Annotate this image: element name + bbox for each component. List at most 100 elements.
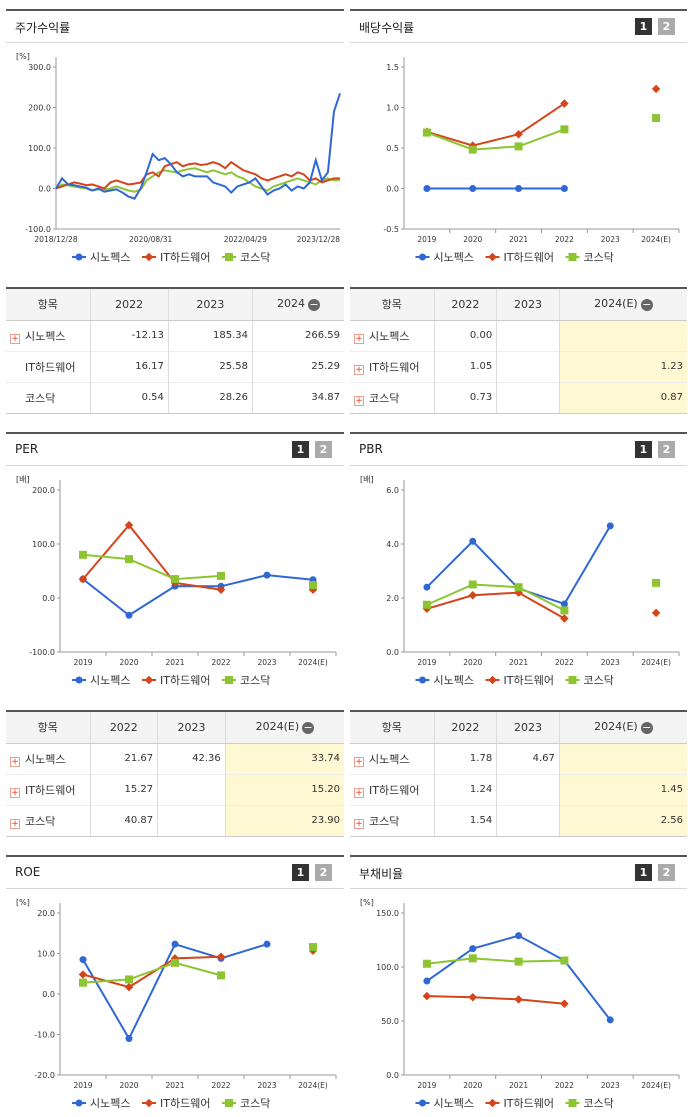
- legend-label: 코스닥: [240, 1097, 270, 1110]
- x-tick-label: 2022/04/29: [224, 235, 267, 244]
- y-unit: [%]: [16, 52, 30, 61]
- table-cell: 34.87: [251, 381, 344, 413]
- data-point: [78, 970, 88, 979]
- legend-label: 시노펙스: [434, 674, 474, 687]
- column-header: 2022: [433, 712, 497, 744]
- roe-chart: [%] 20.0 10.0 0.0 -10.0 -20.0 2019 2020 2021 2022…: [16, 898, 337, 1110]
- collapse-icon[interactable]: −: [307, 298, 320, 312]
- row-label[interactable]: + 시노펙스: [350, 319, 434, 351]
- expand-icon[interactable]: +: [10, 818, 20, 829]
- data-point: [652, 578, 661, 587]
- table-row: + 시노펙스 0.00: [350, 319, 687, 351]
- row-label[interactable]: + 시노펙스: [6, 319, 90, 351]
- x-tick-label: 2019: [417, 235, 436, 244]
- tab-2[interactable]: 2: [315, 864, 332, 881]
- expand-icon[interactable]: +: [354, 333, 364, 344]
- legend-label: 코스닥: [584, 1097, 614, 1110]
- table-cell: 15.27: [89, 773, 158, 805]
- row-label[interactable]: 코스닥: [6, 381, 90, 413]
- data-point: [422, 600, 431, 609]
- legend-label: IT하드웨어: [504, 673, 554, 687]
- y-unit: [%]: [16, 898, 30, 907]
- y-tick-label: 200.0: [28, 104, 51, 113]
- legend-label: 시노펙스: [90, 1097, 130, 1110]
- expand-icon[interactable]: +: [354, 395, 364, 406]
- table-row: + 코스닥 0.73 0.87: [350, 381, 687, 413]
- data-point: [423, 977, 431, 985]
- data-point: [422, 128, 431, 137]
- expand-icon[interactable]: +: [10, 333, 20, 344]
- tab-2[interactable]: 2: [658, 864, 675, 881]
- row-label[interactable]: IT하드웨어: [6, 350, 90, 382]
- panel-title: ROE: [15, 865, 41, 879]
- row-label[interactable]: + 코스닥: [350, 381, 434, 413]
- expand-icon[interactable]: +: [354, 787, 364, 798]
- row-label[interactable]: + 시노펙스: [6, 742, 90, 774]
- data-point: [171, 958, 179, 967]
- x-tick-label: 2023/12/28: [297, 235, 340, 244]
- tab-1[interactable]: 1: [292, 441, 309, 458]
- tab-2[interactable]: 2: [315, 441, 332, 458]
- table-cell: 33.74: [224, 742, 344, 774]
- row-label[interactable]: + IT하드웨어: [350, 773, 434, 805]
- data-point: [125, 975, 133, 984]
- row-label[interactable]: + 시노펙스: [350, 742, 434, 774]
- data-point: [568, 253, 577, 261]
- y-tick-label: 4.0: [386, 540, 399, 549]
- collapse-icon[interactable]: −: [302, 721, 315, 735]
- data-point: [606, 522, 614, 530]
- table-cell: 1.78: [433, 742, 497, 774]
- expand-icon[interactable]: +: [354, 756, 364, 767]
- data-point: [125, 555, 133, 564]
- table-cell: [157, 804, 226, 836]
- x-tick-label: 2022: [555, 235, 574, 244]
- data-point: [225, 1099, 233, 1107]
- tab-1[interactable]: 1: [635, 18, 652, 35]
- data-point: [560, 606, 569, 615]
- legend-label: IT하드웨어: [504, 250, 554, 264]
- expand-icon[interactable]: +: [10, 756, 20, 767]
- y-tick-label: -10.0: [34, 1031, 55, 1040]
- tab-1[interactable]: 1: [635, 441, 652, 458]
- collapse-icon[interactable]: −: [640, 298, 653, 312]
- x-tick-label: 2020: [463, 235, 482, 244]
- series-line: [426, 957, 565, 965]
- data-point: [651, 84, 661, 94]
- tab-1[interactable]: 1: [292, 864, 309, 881]
- x-tick-label: 2023: [257, 658, 276, 667]
- tab-2[interactable]: 2: [658, 441, 675, 458]
- column-header: 2022: [89, 289, 169, 321]
- x-tick-label: 2018/12/28: [34, 235, 77, 244]
- expand-icon[interactable]: +: [354, 818, 364, 829]
- table-cell: [496, 350, 560, 382]
- x-tick-label: 2020: [119, 1081, 138, 1090]
- series-line: [426, 995, 565, 1005]
- row-label[interactable]: + 코스닥: [350, 804, 434, 836]
- table-cell: 1.05: [433, 350, 497, 382]
- expand-icon[interactable]: +: [354, 364, 364, 375]
- data-point: [488, 252, 497, 262]
- table-row: + 코스닥 40.87 23.90: [6, 804, 344, 836]
- x-tick-label: 2022: [555, 658, 574, 667]
- table-cell: 0.00: [433, 319, 497, 351]
- table-cell: 2.56: [558, 804, 687, 836]
- legend-label: IT하드웨어: [160, 250, 210, 264]
- y-tick-label: 0.0: [38, 185, 51, 194]
- tab-2[interactable]: 2: [658, 18, 675, 35]
- series-line: [82, 553, 222, 581]
- table-cell: 1.23: [558, 350, 687, 382]
- table-cell: [558, 742, 687, 774]
- row-label[interactable]: + 코스닥: [6, 804, 90, 836]
- tab-1[interactable]: 1: [635, 864, 652, 881]
- collapse-icon[interactable]: −: [640, 721, 653, 735]
- expand-icon[interactable]: +: [10, 787, 20, 798]
- x-tick-label: 2021: [165, 658, 184, 667]
- y-tick-label: 200.0: [32, 486, 55, 495]
- data-point: [651, 608, 661, 618]
- table-row: + 시노펙스 -12.13 185.34 266.59: [6, 319, 344, 351]
- row-label[interactable]: + IT하드웨어: [350, 350, 434, 382]
- row-label[interactable]: + IT하드웨어: [6, 773, 90, 805]
- legend-label: 시노펙스: [90, 674, 130, 687]
